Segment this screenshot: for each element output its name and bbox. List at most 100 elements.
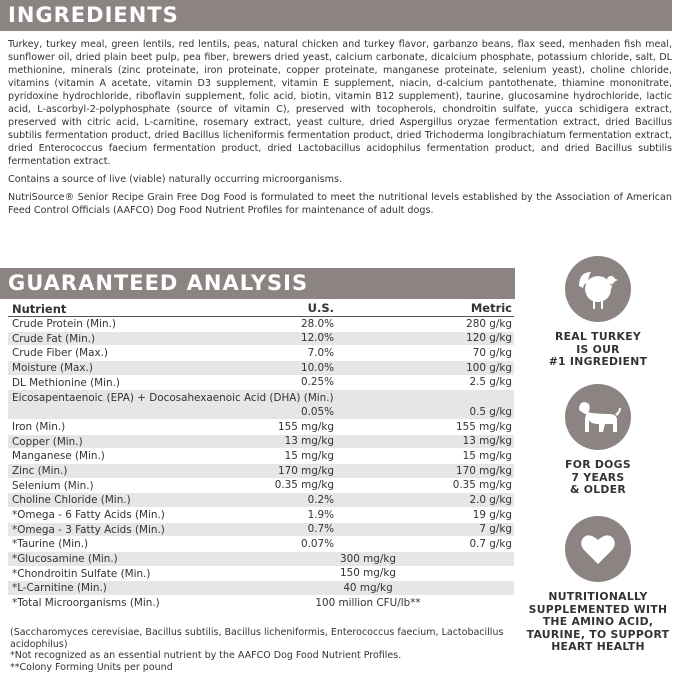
badge: NUTRITIONALLY SUPPLEMENTED WITH THE AMINO … xyxy=(520,516,676,654)
nutrient-name: *Omega - 6 Fatty Acids (Min.) xyxy=(12,508,165,521)
us-value: 12.0% xyxy=(300,332,334,345)
us-value: 0.2% xyxy=(307,493,334,506)
metric-value: 0.35 mg/kg xyxy=(452,479,512,492)
merged-value: 100 million CFU/lb** xyxy=(315,596,421,609)
table-row: *Glucosamine (Min.) 300 mg/kg xyxy=(8,552,514,567)
note: Contains a source of live (viable) natur… xyxy=(8,174,343,185)
table-row: Crude Fat (Min.) 12.0% 120 g/kg xyxy=(8,331,514,347)
metric-value: 2.0 g/kg xyxy=(469,493,512,506)
table-row: Choline Chloride (Min.) 0.2% 2.0 g/kg xyxy=(8,493,514,508)
table-row: Zinc (Min.) 170 mg/kg 170 mg/kg xyxy=(8,463,514,479)
header-cell: U.S. xyxy=(307,301,334,315)
nutrient-name: Iron (Min.) xyxy=(12,420,66,433)
header-cell: Nutrient xyxy=(12,302,67,316)
nutrient-name: Moisture (Max.) xyxy=(12,362,93,375)
nutrient-name: Crude Fiber (Max.) xyxy=(12,347,108,360)
metric-value: 13 mg/kg xyxy=(462,435,512,448)
nutrient-name: Selenium (Min.) xyxy=(12,479,94,492)
metric-value: 170 mg/kg xyxy=(456,464,512,477)
footnote: *Not recognized as an essential nutrient… xyxy=(10,650,402,661)
note: NutriSource® Senior Recipe Grain Free Do… xyxy=(8,192,672,216)
nutrient-name: *Chondroitin Sulfate (Min.) xyxy=(12,567,151,580)
table-row: Selenium (Min.) 0.35 mg/kg 0.35 mg/kg xyxy=(8,479,514,494)
badge-label: FOR DOGS 7 YEARS & OLDER xyxy=(520,458,676,497)
merged-value: 150 mg/kg xyxy=(340,567,396,580)
badge-line: REAL TURKEY xyxy=(555,330,641,343)
us-value: 13 mg/kg xyxy=(284,435,334,448)
analysis-notes: (Saccharomyces cerevisiae, Bacillus subt… xyxy=(10,627,514,673)
badge-line: #1 INGREDIENT xyxy=(548,355,648,368)
nutrient-name: *Taurine (Min.) xyxy=(12,538,89,551)
nutrient-name: *Total Microorganisms (Min.) xyxy=(12,597,160,610)
badge-line: FOR DOGS xyxy=(565,458,631,471)
nutrient-name: Manganese (Min.) xyxy=(12,450,105,463)
analysis-title: GUARANTEED ANALYSIS xyxy=(0,268,515,299)
us-value: 10.0% xyxy=(300,361,334,374)
us-value: 28.0% xyxy=(300,317,334,330)
us-value: 0.05% xyxy=(300,405,334,418)
us-value: 0.35 mg/kg xyxy=(274,479,334,492)
metric-value: 100 g/kg xyxy=(466,361,512,374)
table-header: Nutrient U.S. Metric xyxy=(8,301,514,317)
analysis-table: Nutrient U.S. Metric Crude Protein (Min.) 28… xyxy=(8,301,514,611)
table-row: Copper (Min.) 13 mg/kg 13 mg/kg xyxy=(8,434,514,450)
badge-label: NUTRITIONALLY SUPPLEMENTED WITH THE AMINO … xyxy=(520,590,676,654)
ingredients-title: INGREDIENTS xyxy=(0,0,672,31)
nutrient-name: Zinc (Min.) xyxy=(12,464,68,477)
table-row: Moisture (Max.) 10.0% 100 g/kg xyxy=(8,361,514,376)
us-value: 1.9% xyxy=(307,508,334,521)
merged-value: 40 mg/kg xyxy=(343,582,393,595)
table-row: *Total Microorganisms (Min.) 100 million … xyxy=(8,596,514,611)
table-row: DL Methionine (Min.) 0.25% 2.5 g/kg xyxy=(8,376,514,391)
badge-line: TAURINE, TO SUPPORT xyxy=(526,627,670,641)
metric-value: 2.5 g/kg xyxy=(469,376,512,389)
badge-line: IS OUR xyxy=(576,342,620,356)
metric-value: 0.5 g/kg xyxy=(469,405,512,418)
table-row: *Chondroitin Sulfate (Min.) 150 mg/kg xyxy=(8,567,514,582)
badge: REAL TURKEY IS OUR #1 INGREDIENT xyxy=(520,256,676,369)
header-cell: Metric xyxy=(470,301,512,315)
us-value: 0.25% xyxy=(300,376,334,389)
table-row: *Taurine (Min.) 0.07% 0.7 g/kg xyxy=(8,537,514,553)
badge-line: HEART HEALTH xyxy=(551,640,645,653)
badge-line: 7 YEARS xyxy=(571,470,625,484)
table-row: Manganese (Min.) 15 mg/kg 15 mg/kg xyxy=(8,449,514,464)
nutrient-name: *L-Carnitine (Min.) xyxy=(12,582,107,595)
nutrient-name: Copper (Min.) xyxy=(12,435,83,448)
heart-icon xyxy=(565,516,631,582)
table-row: *Omega - 3 Fatty Acids (Min.) 0.7% 7 g/kg xyxy=(8,522,514,538)
turkey-icon xyxy=(565,256,631,322)
metric-value: 70 g/kg xyxy=(472,347,512,360)
metric-value: 15 mg/kg xyxy=(462,449,512,462)
table-row: Eicosapentaenoic (EPA) + Docosahexaenoic… xyxy=(8,390,514,420)
metric-value: 0.7 g/kg xyxy=(469,538,512,551)
table-row: Crude Protein (Min.) 28.0% 280 g/kg xyxy=(8,317,514,332)
metric-value: 19 g/kg xyxy=(472,508,512,521)
merged-value: 300 mg/kg xyxy=(340,552,396,565)
badge-line: & OLDER xyxy=(570,483,626,496)
nutrient-name: Eicosapentaenoic (EPA) + Docosahexaenoic… xyxy=(12,392,334,405)
table-row: Crude Fiber (Max.) 7.0% 70 g/kg xyxy=(8,346,514,362)
metric-value: 120 g/kg xyxy=(466,332,512,345)
nutrient-name: *Omega - 3 Fatty Acids (Min.) xyxy=(12,523,165,536)
us-value: 15 mg/kg xyxy=(284,449,334,462)
dog-icon xyxy=(565,384,631,450)
footnote: (Saccharomyces cerevisiae, Bacillus subt… xyxy=(10,627,504,650)
table-row: Iron (Min.) 155 mg/kg 155 mg/kg xyxy=(8,420,514,435)
nutrient-name: Choline Chloride (Min.) xyxy=(12,494,131,507)
footnote: **Colony Forming Units per pound xyxy=(10,661,173,673)
table-row: *L-Carnitine (Min.) 40 mg/kg xyxy=(8,581,514,597)
us-value: 0.07% xyxy=(300,538,334,551)
us-value: 7.0% xyxy=(307,347,334,360)
nutrient-name: Crude Protein (Min.) xyxy=(12,318,116,330)
ingredient-list: Turkey, turkey meal, green lentils, red … xyxy=(8,39,672,167)
metric-value: 280 g/kg xyxy=(466,317,512,330)
badge-line: SUPPLEMENTED WITH xyxy=(528,602,668,616)
metric-value: 155 mg/kg xyxy=(456,420,512,433)
us-value: 155 mg/kg xyxy=(278,420,334,433)
badge-line: THE AMINO ACID, xyxy=(542,615,654,628)
metric-value: 7 g/kg xyxy=(479,523,512,536)
badge-label: REAL TURKEY IS OUR #1 INGREDIENT xyxy=(520,330,676,369)
ingredients-text: Turkey, turkey meal, green lentils, red … xyxy=(8,38,672,222)
